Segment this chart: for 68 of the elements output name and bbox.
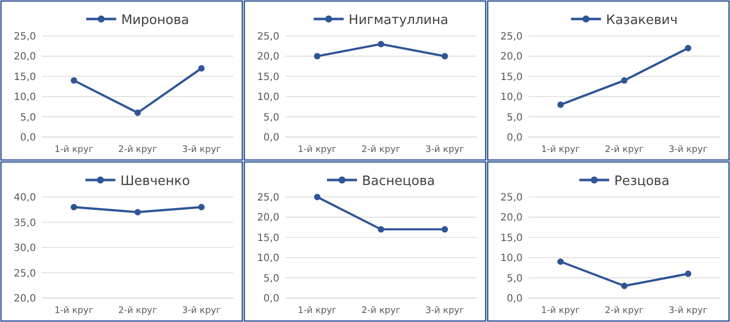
point bbox=[557, 101, 564, 108]
point bbox=[684, 44, 692, 52]
y-tick-label: 10,0 bbox=[500, 253, 523, 264]
point bbox=[684, 270, 692, 277]
y-tick-label: 35,0 bbox=[14, 218, 36, 229]
y-tick-label: 20,0 bbox=[14, 294, 36, 304]
y-tick-label: 20,0 bbox=[257, 212, 280, 224]
x-tick-label: 2-й круг bbox=[362, 145, 401, 155]
x-tick-label: 3-й круг bbox=[182, 145, 222, 155]
x-tick-label: 3-й круг bbox=[668, 306, 708, 316]
x-tick-label: 1-й круг bbox=[54, 145, 94, 155]
y-tick-label: 5,0 bbox=[263, 112, 280, 124]
y-tick-label: 5,0 bbox=[20, 112, 36, 124]
y-tick-label: 20,0 bbox=[500, 212, 523, 224]
y-tick-label: 20,0 bbox=[257, 52, 280, 63]
y-tick-label: 0,0 bbox=[263, 294, 280, 304]
x-tick-label: 2-й круг bbox=[118, 306, 158, 316]
y-tick-label: 0,0 bbox=[506, 132, 523, 144]
y-tick-label: 15,0 bbox=[500, 232, 523, 244]
point bbox=[134, 110, 141, 116]
x-tick-label: 1-й круг bbox=[54, 306, 94, 316]
x-tick-label: 2-й круг bbox=[362, 306, 401, 316]
y-tick-label: 10,0 bbox=[257, 92, 280, 104]
point bbox=[621, 77, 628, 84]
legend-label: Васнецова bbox=[362, 174, 435, 189]
x-tick-label: 1-й круг bbox=[541, 306, 580, 316]
y-tick-label: 25,0 bbox=[14, 32, 36, 42]
x-tick-label: 2-й круг bbox=[604, 306, 644, 316]
y-tick-label: 15,0 bbox=[14, 72, 36, 83]
y-tick-label: 15,0 bbox=[500, 72, 523, 83]
legend-label: Миронова bbox=[121, 13, 190, 28]
point bbox=[621, 282, 628, 290]
point bbox=[198, 65, 205, 72]
y-tick-label: 10,0 bbox=[500, 92, 523, 104]
y-tick-label: 25,0 bbox=[257, 32, 280, 42]
x-tick-label: 3-й круг bbox=[182, 306, 222, 316]
y-tick-label: 25,0 bbox=[257, 192, 280, 204]
legend-label: Резцова bbox=[614, 174, 670, 189]
y-tick-label: 0,0 bbox=[20, 132, 36, 144]
x-tick-label: 1-й круг bbox=[298, 306, 337, 316]
legend-label: Нигматуллина bbox=[348, 13, 448, 28]
y-tick-label: 25,0 bbox=[14, 268, 36, 280]
y-tick-label: 5,0 bbox=[506, 112, 523, 124]
y-tick-label: 5,0 bbox=[263, 273, 280, 284]
x-tick-label: 2-й круг bbox=[118, 145, 158, 155]
legend-label: Казакевич bbox=[606, 13, 678, 28]
y-tick-label: 30,0 bbox=[14, 243, 36, 254]
x-tick-label: 3-й круг bbox=[668, 145, 708, 155]
x-tick-label: 1-й круг bbox=[298, 145, 337, 155]
y-tick-label: 10,0 bbox=[14, 92, 36, 104]
y-tick-label: 15,0 bbox=[257, 232, 280, 244]
y-tick-label: 0,0 bbox=[506, 294, 523, 304]
y-tick-label: 0,0 bbox=[263, 132, 280, 144]
y-tick-label: 5,0 bbox=[506, 273, 523, 284]
x-tick-label: 3-й круг bbox=[425, 306, 464, 316]
y-tick-label: 20,0 bbox=[500, 52, 523, 63]
point bbox=[70, 77, 78, 84]
x-tick-label: 2-й круг bbox=[604, 145, 644, 155]
y-tick-label: 10,0 bbox=[257, 253, 280, 264]
y-tick-label: 25,0 bbox=[500, 192, 523, 204]
x-tick-label: 3-й круг bbox=[425, 145, 464, 155]
y-tick-label: 25,0 bbox=[500, 32, 523, 42]
y-tick-label: 15,0 bbox=[257, 72, 280, 83]
point bbox=[557, 258, 564, 265]
y-tick-label: 20,0 bbox=[14, 52, 36, 63]
y-tick-label: 40,0 bbox=[14, 192, 36, 204]
legend-label: Шевченко bbox=[120, 174, 190, 189]
x-tick-label: 1-й круг bbox=[541, 145, 580, 155]
